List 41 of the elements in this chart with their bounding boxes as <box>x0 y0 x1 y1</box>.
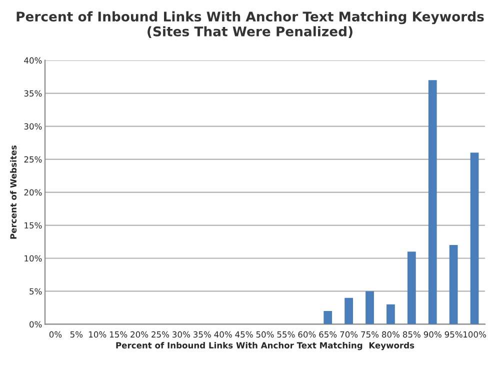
bar <box>449 245 458 324</box>
x-tick-label: 45% <box>235 331 253 338</box>
x-tick-label: 80% <box>382 331 400 338</box>
bar <box>386 304 395 324</box>
x-tick-label: 65% <box>319 331 337 338</box>
y-tick-label: 10% <box>24 255 42 262</box>
x-tick-label: 20% <box>130 331 148 338</box>
x-tick-label: 75% <box>361 331 379 338</box>
x-tick-label: 5% <box>70 331 83 338</box>
x-tick-label: 50% <box>256 331 274 338</box>
x-axis-title: Percent of Inbound Links With Anchor Text Matching Keywords <box>116 342 414 350</box>
bar <box>366 291 374 324</box>
y-tick-label: 20% <box>24 189 42 196</box>
x-tick-label: 0% <box>49 331 62 338</box>
y-tick-label: 30% <box>24 123 42 130</box>
x-tick-label: 40% <box>214 331 232 338</box>
y-tick-label: 40% <box>24 57 42 64</box>
bar <box>344 298 353 324</box>
x-tick-label: 100% <box>464 331 486 338</box>
x-tick-label: 25% <box>152 331 170 338</box>
x-tick-label: 15% <box>110 331 128 338</box>
y-tick-label: 35% <box>24 90 42 97</box>
y-axis-title: Percent of Websites <box>10 145 17 239</box>
y-tick-label: 15% <box>24 222 42 229</box>
y-tick-label: 5% <box>30 288 42 295</box>
y-tick-label: 0% <box>30 321 42 328</box>
x-tick-label: 90% <box>424 331 442 338</box>
bar <box>407 252 416 324</box>
bar <box>324 311 332 324</box>
bar <box>470 152 479 324</box>
x-tick-label: 55% <box>277 331 295 338</box>
x-tick-label: 60% <box>298 331 316 338</box>
x-tick-label: 10% <box>89 331 106 338</box>
x-tick-label: 30% <box>172 331 190 338</box>
chart-title: Percent of Inbound Links With Anchor Text Matching Keywords (Sites That Were Penalized) <box>16 11 484 38</box>
x-tick-label: 85% <box>402 331 420 338</box>
bar <box>428 80 437 324</box>
y-tick-label: 25% <box>24 156 42 163</box>
x-tick-label: 70% <box>340 331 358 338</box>
x-tick-label: 95% <box>444 331 462 338</box>
x-tick-label: 35% <box>194 331 211 338</box>
